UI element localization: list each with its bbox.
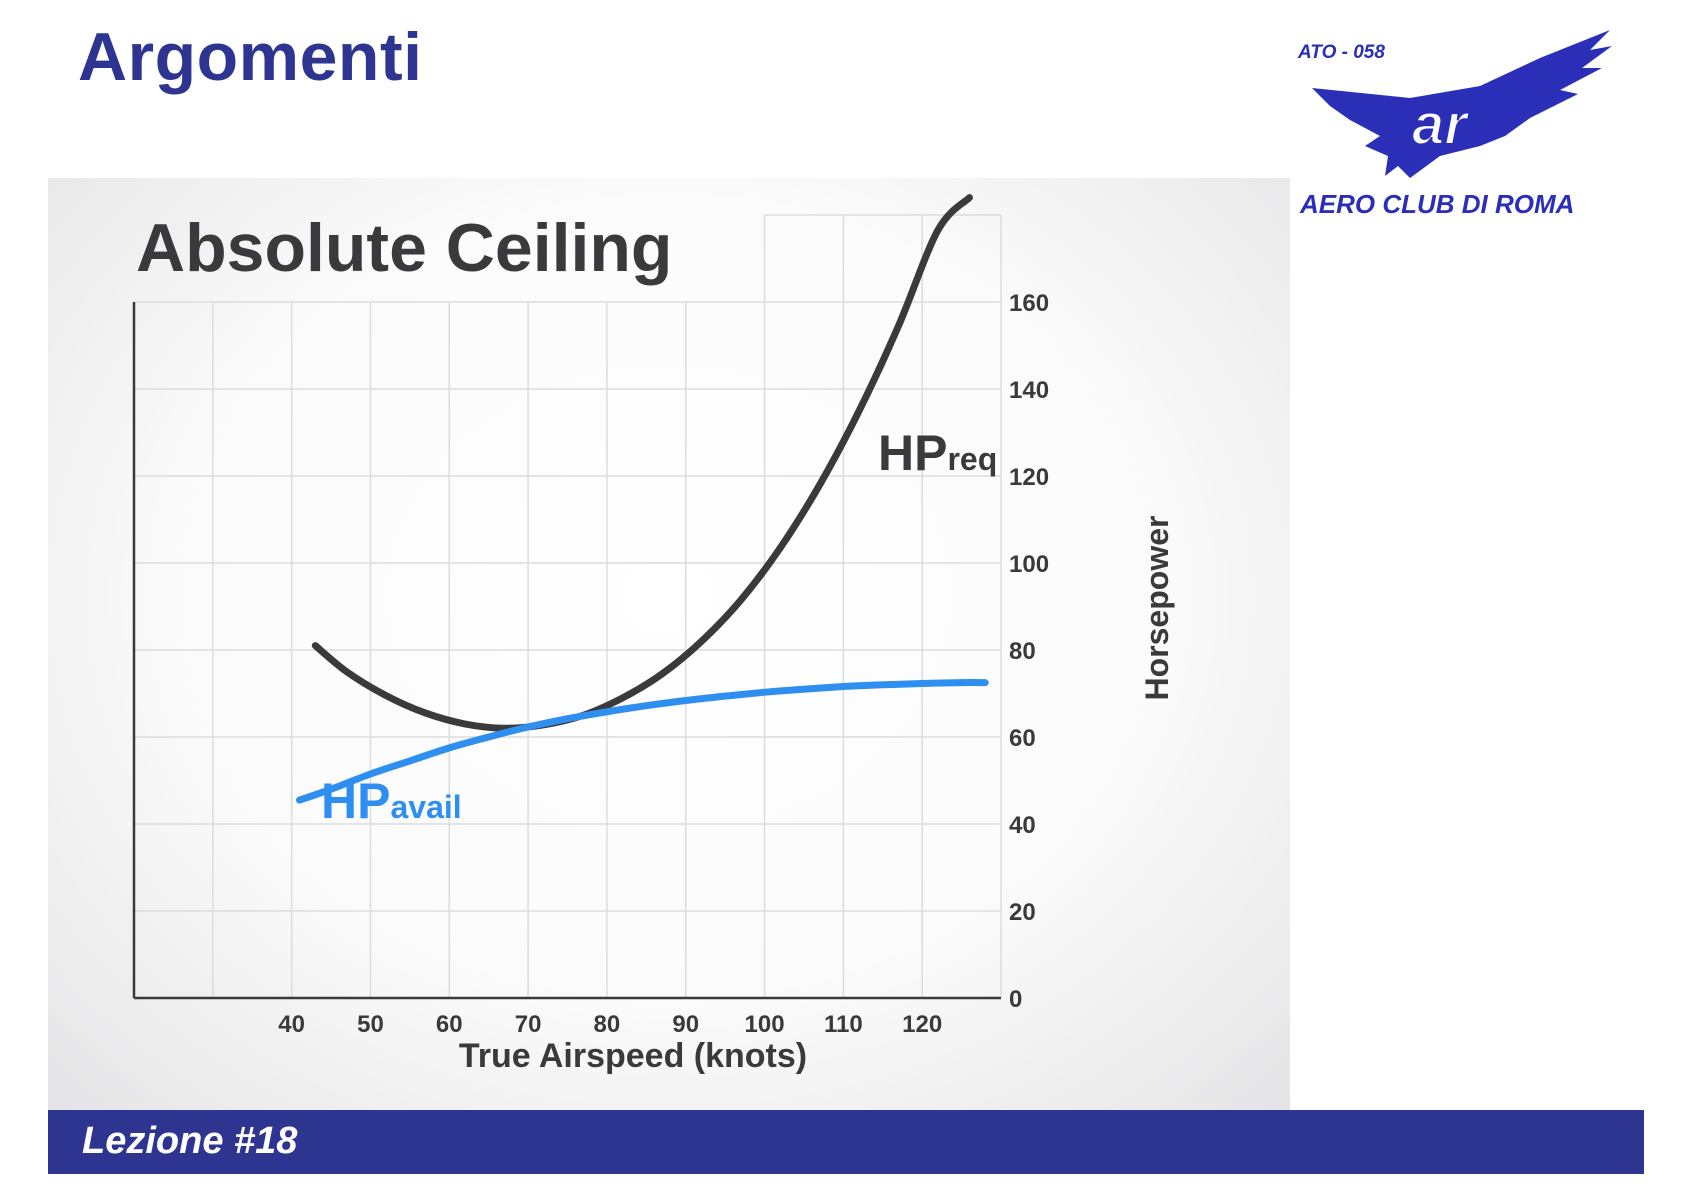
x-tick-label: 120 [902, 1011, 942, 1038]
x-tick-label: 100 [745, 1011, 785, 1038]
x-tick-label: 90 [672, 1011, 699, 1038]
slide-title: Argomenti [78, 19, 423, 95]
lesson-number: Lezione #18 [82, 1120, 298, 1162]
aero-club-logo: ATO - 058 ar AERO CLUB DI ROMA [1297, 30, 1612, 219]
y-axis-label: Horsepower [1139, 516, 1175, 701]
series [296, 194, 989, 804]
absolute-ceiling-chart: Absolute Ceiling 40 50 60 70 80 90 100 110 120 0 2… [132, 194, 1175, 1075]
x-axis-label: True Airspeed (knots) [459, 1037, 807, 1075]
grid [134, 214, 1002, 998]
chart-panel: Absolute Ceiling 40 50 60 70 80 90 100 110 120 0 2… [48, 178, 1290, 1110]
series-label-req: HPreq [878, 425, 997, 481]
x-tick-label: 40 [278, 1011, 305, 1038]
y-tick-label: 20 [1009, 899, 1036, 926]
y-tick-label: 140 [1009, 377, 1049, 404]
chart-title: Absolute Ceiling [136, 210, 672, 286]
axes: 40 50 60 70 80 90 100 110 120 0 20 40 60 80 100 120 140 1… [132, 290, 1049, 1038]
logo-code: ATO - 058 [1297, 42, 1385, 63]
x-tick-label: 70 [515, 1011, 542, 1038]
ar-monogram-icon: ar [1411, 91, 1471, 158]
y-tick-label: 60 [1009, 725, 1036, 752]
footer-bar: Lezione #18 [48, 1110, 1644, 1174]
x-tick-label: 60 [436, 1011, 463, 1038]
series-line-hp-req [311, 194, 973, 732]
logo-monogram: ar [1412, 92, 1470, 157]
series-line-hp-avail [296, 679, 989, 804]
y-tick-label: 0 [1009, 986, 1022, 1013]
x-tick-label: 50 [357, 1011, 384, 1038]
series-label-avail: HPavail [321, 773, 462, 829]
y-tick-label: 40 [1009, 812, 1036, 839]
x-tick-label: 110 [824, 1011, 863, 1038]
y-tick-label: 160 [1009, 290, 1049, 317]
series-labels: HPreq HPavail [321, 425, 997, 829]
eagle-icon [1312, 30, 1612, 178]
x-tick-label: 80 [594, 1011, 621, 1038]
y-tick-label: 120 [1009, 464, 1049, 491]
y-tick-label: 100 [1009, 551, 1049, 578]
logo-name: AERO CLUB DI ROMA [1299, 189, 1574, 219]
y-tick-label: 80 [1009, 638, 1036, 665]
